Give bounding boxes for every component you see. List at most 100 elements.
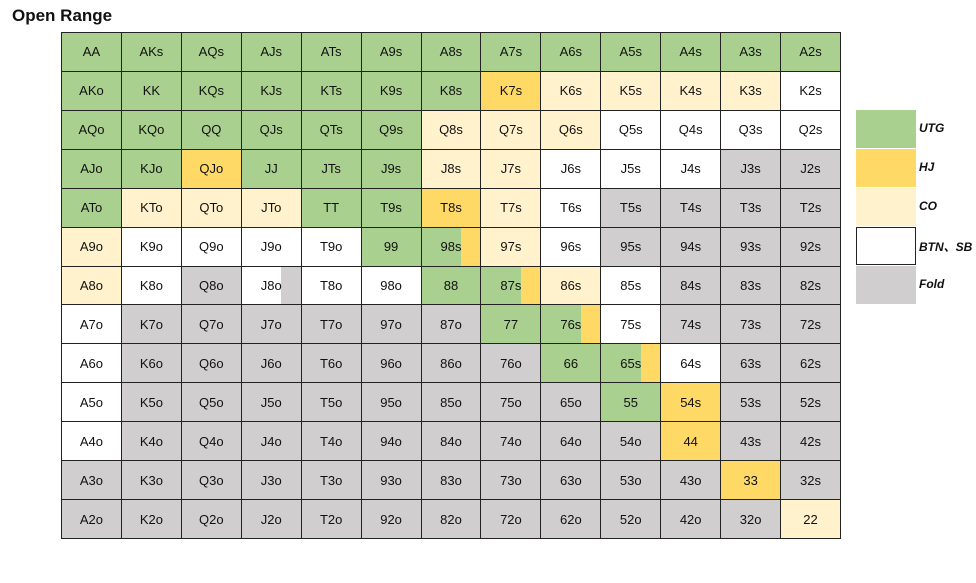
hand-label: QTs <box>319 122 343 138</box>
hand-label: 96s <box>560 239 582 255</box>
hand-cell: A8s <box>421 33 482 72</box>
hand-label: J5s <box>620 161 641 177</box>
hand-cell: 94o <box>361 422 422 462</box>
hand-cell: QTs <box>301 110 362 150</box>
hand-cell: 92s <box>781 227 841 267</box>
hand-label: 65o <box>559 394 582 410</box>
hand-label: K9o <box>139 239 163 255</box>
hand-label: 83s <box>740 277 762 293</box>
hand-label: 98s <box>440 239 462 255</box>
hand-cell: Q5s <box>601 110 662 150</box>
hand-cell: KQo <box>121 110 182 150</box>
hand-cell: Q3o <box>181 461 242 501</box>
hand-cell: 85s <box>601 266 662 306</box>
hand-cell: ATo <box>62 188 122 228</box>
hand-label: J7o <box>260 316 282 332</box>
hand-cell: A4s <box>661 33 722 72</box>
hand-label: 84s <box>680 277 702 293</box>
hand-cell: A6o <box>62 344 122 384</box>
hand-cell: T5o <box>301 383 362 423</box>
hand-cell: 77 <box>481 305 542 345</box>
hand-label: 74s <box>680 316 702 332</box>
hand-cell: A9s <box>361 33 422 72</box>
hand-cell: T6s <box>541 188 602 228</box>
hand-cell: 62o <box>541 500 602 539</box>
hand-label: 76s <box>560 316 582 332</box>
hand-cell: T4s <box>661 188 722 228</box>
hand-cell: J8o <box>241 266 302 306</box>
hand-cell: T8o <box>301 266 362 306</box>
hand-label: Q4s <box>678 122 703 138</box>
hand-label: 43s <box>740 433 762 449</box>
hand-cell: KK <box>121 71 182 111</box>
hand-label: Q9s <box>379 122 403 138</box>
hand-label: 73s <box>740 316 762 332</box>
hand-label: K2o <box>139 511 163 527</box>
hand-label: K3o <box>139 472 163 488</box>
hand-cell: 87o <box>421 305 482 345</box>
hand-label: A5o <box>79 394 104 410</box>
hand-cell: 75o <box>481 383 542 423</box>
hand-cell: K6s <box>541 71 602 111</box>
hand-cell: J7o <box>241 305 302 345</box>
hand-label: 32o <box>739 511 762 527</box>
hand-cell: T7s <box>481 188 542 228</box>
hand-label: A2s <box>799 44 822 60</box>
hand-cell: T7o <box>301 305 362 345</box>
hand-label: J8o <box>260 277 282 293</box>
hand-cell: K8s <box>421 71 482 111</box>
hand-label: AQs <box>198 44 224 60</box>
hand-label: A6o <box>79 355 104 371</box>
hand-cell: J5o <box>241 383 302 423</box>
hand-label: AJs <box>260 44 283 60</box>
hand-cell: J9o <box>241 227 302 267</box>
legend-swatch <box>856 266 916 304</box>
hand-label: A3s <box>739 44 762 60</box>
hand-cell: 65o <box>541 383 602 423</box>
hand-label: QTo <box>199 200 224 216</box>
hand-label: KTo <box>140 200 163 216</box>
hand-cell: K8o <box>121 266 182 306</box>
hand-cell: A5o <box>62 383 122 423</box>
hand-cell: Q3s <box>721 110 782 150</box>
hand-label: 62o <box>559 511 582 527</box>
hand-label: Q5o <box>199 394 224 410</box>
hand-cell: 75s <box>601 305 662 345</box>
hand-label: J2s <box>800 161 821 177</box>
hand-cell: J3s <box>721 149 782 189</box>
hand-cell: A4o <box>62 422 122 462</box>
hand-cell: J3o <box>241 461 302 501</box>
hand-label: ATo <box>80 200 103 216</box>
hand-label: 42o <box>679 511 702 527</box>
hand-cell: 52o <box>601 500 662 539</box>
hand-cell: 74s <box>661 305 722 345</box>
hand-label: T7o <box>319 316 343 332</box>
hand-label: K8o <box>139 277 163 293</box>
hand-label: 85s <box>620 277 642 293</box>
hand-label: ATs <box>320 44 342 60</box>
hand-cell: JTs <box>301 149 362 189</box>
hand-cell: 74o <box>481 422 542 462</box>
hand-cell: 98o <box>361 266 422 306</box>
hand-cell: QJo <box>181 149 242 189</box>
hand-cell: 86o <box>421 344 482 384</box>
hand-cell: J2o <box>241 500 302 539</box>
hand-cell: 85o <box>421 383 482 423</box>
hand-cell: 97o <box>361 305 422 345</box>
hand-label: AA <box>82 44 101 60</box>
hand-label: T2o <box>319 511 343 527</box>
hand-label: Q4o <box>199 433 224 449</box>
hand-label: 64s <box>680 355 702 371</box>
hand-label: J3s <box>740 161 761 177</box>
legend-label: BTN、SB <box>919 240 973 254</box>
legend-label: Fold <box>919 277 945 291</box>
hand-cell: 44 <box>661 422 722 462</box>
hand-cell: K3s <box>721 71 782 111</box>
hand-label: A7o <box>79 316 104 332</box>
hand-cell: ATs <box>301 33 362 72</box>
hand-cell: 87s <box>481 266 542 306</box>
hand-label: K2s <box>799 83 822 99</box>
hand-cell: A7o <box>62 305 122 345</box>
hand-label: A9s <box>379 44 403 60</box>
range-grid: AA AKs AQs AJs ATs A9s A8s A7s A6s A5s A4s A3s A2s AK… <box>61 32 841 539</box>
